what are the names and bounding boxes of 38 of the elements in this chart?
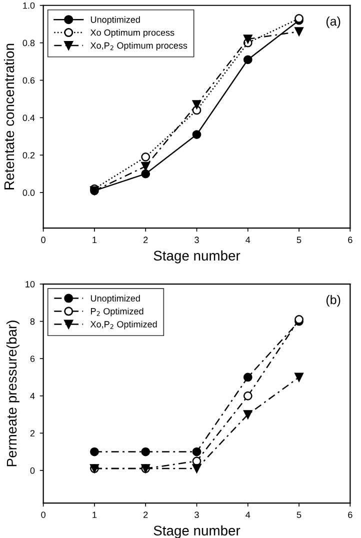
x-axis-title: Stage number bbox=[154, 525, 240, 538]
y-tick-label: 0.4 bbox=[22, 114, 35, 122]
annotation: (b) bbox=[326, 295, 340, 307]
annotation: (a) bbox=[326, 16, 340, 28]
x-tick-label: 1 bbox=[92, 512, 97, 518]
y-tick-label: 1.0 bbox=[23, 2, 35, 9]
x-tick-label: 3 bbox=[194, 512, 199, 518]
y-tick-label: 0.2 bbox=[22, 152, 35, 158]
y-tick-label: 10 bbox=[26, 281, 35, 288]
legend-label: Xo,P$_{2}$ Optimum process bbox=[90, 42, 188, 50]
x-tick-label: 4 bbox=[246, 236, 250, 243]
legend-label: P$_{2}$ Optimized bbox=[91, 308, 144, 316]
x-tick-label: 3 bbox=[194, 236, 199, 244]
y-axis-title: Permeate pressure(bar) bbox=[6, 320, 20, 466]
y-tick-label: 8 bbox=[30, 318, 35, 325]
y-axis-title: Retentate concentration bbox=[4, 44, 14, 190]
y-tick-label: 0.0 bbox=[22, 190, 35, 196]
y-tick-label: 0.6 bbox=[22, 77, 35, 84]
y-tick-label: 2 bbox=[30, 430, 35, 436]
x-axis-title: Stage number bbox=[154, 250, 240, 264]
legend-label: Xo Optimum process bbox=[90, 29, 174, 38]
legend-label: Unoptimized bbox=[90, 16, 140, 25]
x-tick-label: 0 bbox=[41, 512, 46, 518]
x-tick-label: 1 bbox=[92, 236, 97, 243]
x-tick-label: 5 bbox=[296, 236, 302, 244]
x-tick-label: 2 bbox=[144, 512, 148, 518]
x-tick-label: 2 bbox=[144, 236, 148, 243]
x-tick-label: 5 bbox=[296, 512, 302, 518]
x-tick-label: 6 bbox=[348, 236, 352, 244]
x-tick-label: 0 bbox=[41, 236, 46, 244]
y-tick-label: 6 bbox=[30, 356, 35, 362]
legend-label: Unoptimized bbox=[90, 294, 140, 304]
legend-label: Xo,P$_{2}$ Optimized bbox=[90, 320, 157, 330]
y-tick-label: 0 bbox=[30, 467, 35, 474]
x-tick-label: 6 bbox=[348, 512, 352, 518]
y-tick-label: 0.8 bbox=[22, 40, 35, 46]
y-tick-label: 4 bbox=[30, 392, 35, 400]
x-tick-label: 4 bbox=[246, 512, 250, 518]
